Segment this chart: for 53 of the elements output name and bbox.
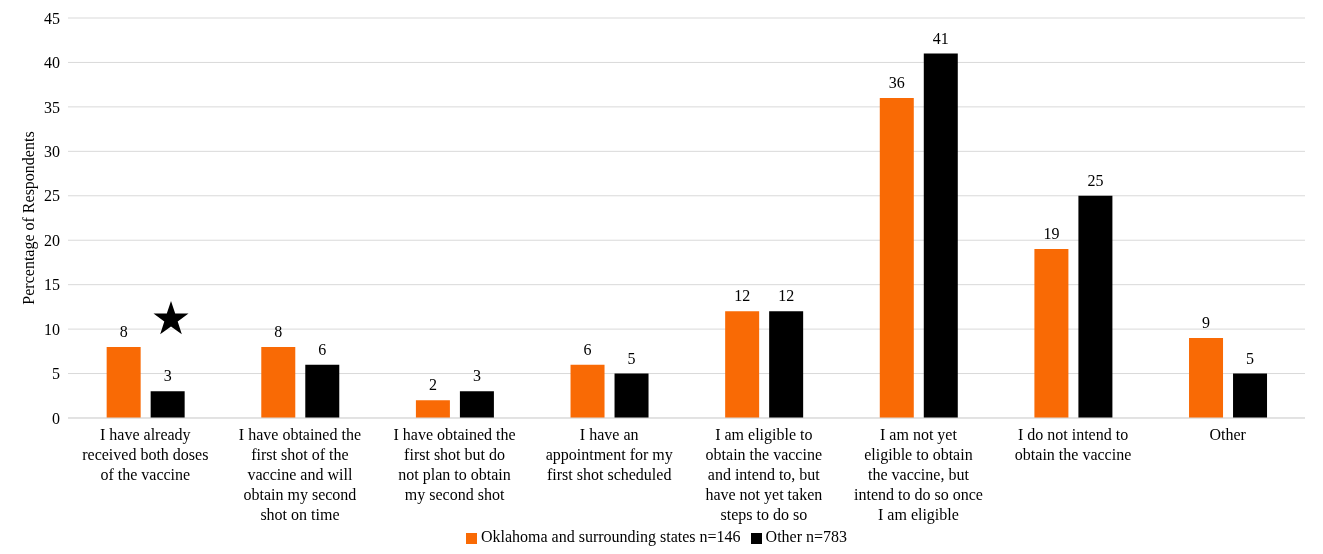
bar bbox=[1233, 373, 1268, 418]
bar bbox=[570, 364, 605, 418]
x-tick-label: I have already received both doses of the vaccine bbox=[82, 426, 209, 483]
bar bbox=[106, 346, 141, 418]
y-tick-label: 0 bbox=[52, 409, 60, 427]
data-label: 3 bbox=[472, 367, 481, 385]
bar bbox=[614, 373, 649, 418]
data-label: 8 bbox=[119, 322, 128, 340]
bar bbox=[459, 391, 494, 418]
data-label: 36 bbox=[888, 74, 905, 91]
y-tick-label: 10 bbox=[44, 320, 60, 338]
x-tick-label: I have obtained the first shot of the vaccine and will obtain my second shot on time bbox=[238, 426, 362, 523]
bar bbox=[415, 400, 450, 418]
legend-label: Other n=783 bbox=[765, 528, 848, 545]
x-tick-label: Other bbox=[1209, 426, 1247, 443]
data-label: 5 bbox=[627, 349, 636, 367]
data-label: 3 bbox=[163, 367, 172, 385]
data-label: 25 bbox=[1087, 171, 1104, 189]
x-tick-label: I am not yet eligible to obtain the vaccine, but intend to do so once I am eligible bbox=[854, 426, 983, 524]
data-label: 9 bbox=[1202, 314, 1211, 331]
y-tick-label: 45 bbox=[44, 9, 60, 27]
bar bbox=[1078, 195, 1113, 418]
bar bbox=[305, 364, 340, 418]
data-label: 41 bbox=[932, 29, 949, 47]
bar bbox=[1189, 338, 1224, 418]
bar bbox=[1034, 249, 1069, 418]
y-tick-label: 20 bbox=[44, 231, 60, 249]
y-axis-title: Percentage of Respondents bbox=[19, 131, 38, 305]
y-tick-label: 35 bbox=[44, 98, 60, 116]
legend-label: Oklahoma and surrounding states n=146 bbox=[480, 528, 741, 545]
x-tick-label: I am eligible to obtain the vaccine and intend to, but have not yet taken steps to do so bbox=[705, 426, 823, 524]
data-label: 12 bbox=[734, 287, 751, 305]
bar bbox=[923, 53, 958, 418]
y-tick-label: 5 bbox=[52, 365, 60, 383]
data-label: 6 bbox=[583, 340, 592, 358]
y-tick-label: 30 bbox=[44, 143, 60, 161]
data-label: 5 bbox=[1246, 349, 1255, 367]
data-label: 12 bbox=[778, 287, 795, 305]
x-tick-label: I do not intend to obtain the vaccine bbox=[1014, 426, 1132, 463]
data-label: 2 bbox=[428, 376, 437, 394]
data-label: 6 bbox=[318, 340, 327, 358]
data-label: 8 bbox=[274, 322, 283, 340]
bar bbox=[769, 311, 804, 418]
bar bbox=[150, 391, 185, 418]
y-tick-label: 40 bbox=[44, 54, 60, 72]
x-tick-label: I have an appointment for my first shot scheduled bbox=[545, 426, 673, 483]
y-tick-label: 15 bbox=[44, 276, 60, 294]
data-label: 19 bbox=[1043, 225, 1060, 243]
bar bbox=[725, 311, 760, 418]
x-tick-label: I have obtained the first shot but do not plan to obtain my second shot bbox=[393, 426, 516, 504]
y-tick-label: 25 bbox=[44, 187, 60, 205]
bar bbox=[261, 346, 296, 418]
bar bbox=[879, 98, 914, 418]
